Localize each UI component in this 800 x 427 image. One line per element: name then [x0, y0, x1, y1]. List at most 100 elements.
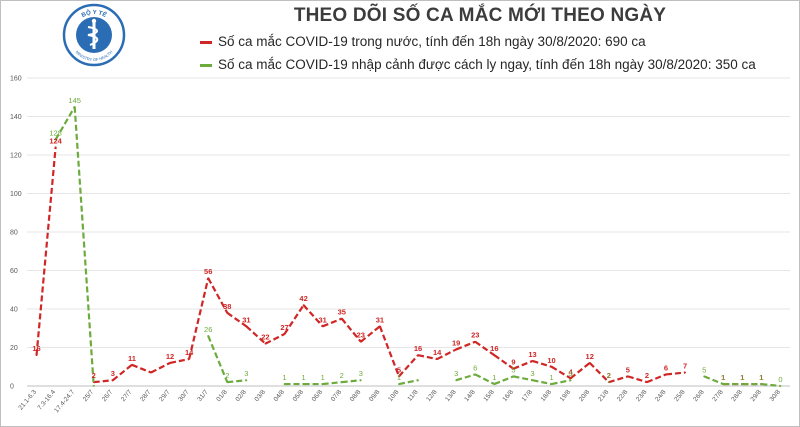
imported-data-point — [207, 335, 210, 337]
domestic-data-point — [455, 348, 458, 351]
domestic-data-label: 23 — [471, 331, 479, 340]
domestic-data-label: 7 — [683, 362, 687, 371]
domestic-data-point — [302, 304, 305, 307]
x-tick-label: 22/8 — [616, 388, 630, 402]
domestic-data-point — [436, 358, 439, 360]
x-tick-label: 24/8 — [654, 388, 668, 402]
imported-data-label: 1 — [282, 373, 286, 382]
imported-data-point — [550, 383, 553, 385]
y-tick-label: 100 — [10, 191, 22, 198]
x-tick-label: 04/8 — [273, 388, 287, 402]
x-tick-label: 10/8 — [387, 388, 401, 402]
domestic-data-label: 12 — [166, 352, 174, 361]
domestic-data-point — [150, 371, 152, 374]
domestic-data-label: 12 — [586, 352, 594, 361]
x-tick-label: 08/8 — [349, 388, 363, 402]
x-tick-label: 05/8 — [292, 388, 306, 402]
domestic-series-segment — [35, 147, 57, 356]
imported-data-label: 3 — [454, 369, 458, 378]
y-tick-label: 40 — [10, 307, 18, 314]
x-tick-label: 23/8 — [635, 388, 649, 402]
x-tick-label: 21.1-6.3 — [17, 388, 38, 411]
domestic-data-point — [283, 333, 286, 335]
domestic-data-label: 3 — [111, 369, 115, 378]
imported-series-segment — [341, 379, 361, 384]
domestic-series-segment — [207, 277, 229, 314]
imported-data-point — [417, 379, 419, 382]
domestic-series-segment — [360, 325, 381, 343]
domestic-series-segment — [283, 304, 305, 335]
domestic-series-segment — [340, 317, 362, 343]
imported-data-label: 2 — [225, 371, 229, 380]
domestic-series-segment — [93, 379, 113, 384]
imported-series-segment — [207, 335, 229, 383]
domestic-data-point — [340, 317, 343, 320]
domestic-data-point — [131, 363, 133, 366]
domestic-data-label: 13 — [528, 350, 536, 359]
domestic-data-label: 31 — [318, 315, 326, 324]
domestic-data-point — [111, 379, 114, 382]
x-tick-label: 07/8 — [330, 388, 344, 402]
domestic-data-label: 1 — [721, 373, 725, 382]
imported-series-segment — [322, 381, 342, 386]
domestic-data-point — [264, 342, 267, 345]
x-tick-label: 12/8 — [425, 388, 439, 402]
domestic-data-label: 2 — [645, 371, 649, 380]
domestic-series-segment — [226, 311, 247, 328]
imported-data-point — [493, 383, 496, 385]
domestic-series-segment — [322, 317, 343, 328]
imported-data-point — [321, 383, 324, 385]
chart-title: THEO DÕI SỐ CA MẮC MỚI THEO NGÀY — [293, 5, 667, 26]
imported-data-label: 3 — [569, 369, 573, 378]
imported-data-label: 1 — [549, 373, 553, 382]
x-tick-label: 27/8 — [711, 388, 725, 402]
y-tick-label: 0 — [10, 384, 14, 391]
x-tick-label: 20/8 — [578, 388, 592, 402]
x-tick-label: 25/8 — [673, 388, 687, 402]
domestic-data-point — [588, 362, 591, 364]
x-tick-label: 21/8 — [597, 388, 611, 402]
legend-item-imported: Số ca mắc COVID-19 nhập cảnh được cách l… — [200, 57, 756, 72]
domestic-data-label: 10 — [547, 356, 555, 365]
x-tick-label: 31/7 — [196, 388, 210, 402]
domestic-series-segment — [569, 362, 591, 380]
x-tick-label: 16/8 — [501, 388, 515, 402]
domestic-series-segment — [513, 359, 533, 370]
imported-data-point — [73, 105, 76, 108]
domestic-data-label: 1 — [740, 373, 744, 382]
domestic-series-segment — [245, 325, 267, 345]
x-tick-label: 17/8 — [521, 388, 535, 402]
imported-data-point — [245, 379, 248, 382]
imported-series-segment — [532, 379, 552, 386]
domestic-data-label: 11 — [128, 354, 136, 363]
imported-data-point — [569, 379, 572, 382]
domestic-data-label: 1 — [759, 373, 763, 382]
imported-data-label: 3 — [530, 369, 534, 378]
domestic-series-segment — [131, 363, 152, 374]
imported-data-label: 3 — [244, 369, 248, 378]
domestic-data-point — [512, 367, 515, 370]
domestic-data-label: 31 — [376, 315, 384, 324]
imported-series-segment — [493, 375, 514, 386]
imported-series-segment — [227, 379, 247, 384]
domestic-data-label: 6 — [664, 363, 668, 372]
imported-data-point — [722, 383, 725, 385]
domestic-data-label: 38 — [223, 302, 231, 311]
domestic-data-point — [626, 375, 629, 378]
imported-data-point — [703, 375, 706, 378]
domestic-series-segment — [112, 363, 133, 382]
x-tick-label: 06/8 — [311, 388, 325, 402]
imported-data-label: 26 — [204, 325, 212, 334]
imported-data-label: 0 — [778, 375, 782, 384]
x-tick-label: 26/8 — [692, 388, 706, 402]
domestic-series-segment — [474, 340, 495, 357]
legend-swatch-red — [200, 40, 212, 44]
x-tick-label: 09/8 — [368, 388, 382, 402]
y-tick-label: 160 — [10, 76, 22, 83]
imported-data-point — [283, 383, 286, 385]
svg-text:BỘ Y TẾ: BỘ Y TẾ — [81, 8, 108, 19]
domestic-data-label: 2 — [607, 371, 611, 380]
domestic-series-segment — [169, 357, 190, 364]
imported-data-point — [741, 383, 744, 385]
